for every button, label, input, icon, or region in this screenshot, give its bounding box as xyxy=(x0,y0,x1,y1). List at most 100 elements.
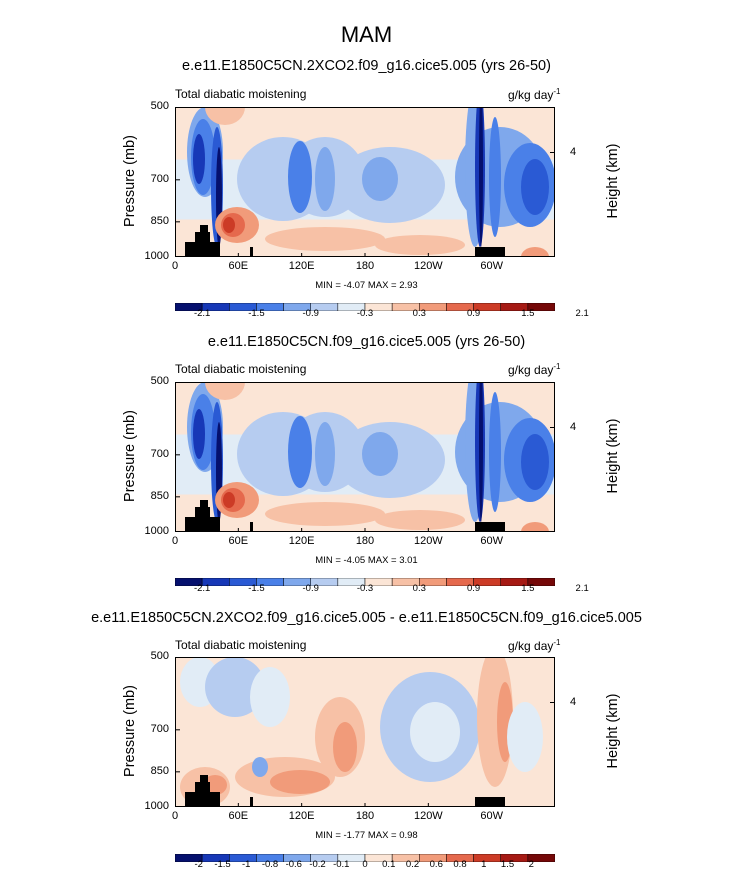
x-tick-label-0: 0 xyxy=(171,810,179,822)
x-tick-label-1: 60E xyxy=(228,810,249,822)
y-tick-label-0: 500 xyxy=(150,100,169,112)
panel-1-stats: MIN = -4.07 MAX = 2.93 xyxy=(315,280,418,291)
contour-blob xyxy=(250,667,290,727)
land-mask xyxy=(475,247,505,257)
contour-blob xyxy=(193,409,205,459)
colorbar-label-5: 0.9 xyxy=(466,308,481,319)
land-mask xyxy=(200,500,208,532)
colorbar-label-1: -1.5 xyxy=(214,859,231,870)
colorbar-label-4: -0.6 xyxy=(285,859,302,870)
panel-1-contour xyxy=(175,107,555,257)
colorbar-label-1: -1.5 xyxy=(248,308,265,319)
x-tick-label-5: 60W xyxy=(480,260,503,272)
colorbar-label-6: 1.5 xyxy=(521,308,535,319)
panel-3-left-title: Total diabatic moistening xyxy=(175,638,307,652)
y-tick-label-1: 700 xyxy=(150,722,169,735)
contour-blob xyxy=(479,382,483,522)
x-tick-label-2: 120E xyxy=(288,535,315,547)
panel-2-contour xyxy=(175,382,555,532)
contour-blob xyxy=(375,510,465,530)
contour-blob xyxy=(315,147,335,211)
y-tick-label-3: 1000 xyxy=(144,250,169,262)
contour-blob xyxy=(252,757,268,777)
y-axis-label-right: Height (km) xyxy=(605,418,621,494)
contour-blob xyxy=(410,702,460,762)
panel-2-plot xyxy=(175,382,555,532)
x-tick-label-0: 0 xyxy=(171,535,179,547)
y-axis-label: Pressure (mb) xyxy=(122,410,138,502)
contour-blob xyxy=(362,432,398,476)
contour-blob xyxy=(193,134,205,184)
x-tick-label-4: 120W xyxy=(413,535,443,547)
right-tick-label: 4 xyxy=(570,420,577,433)
y-tick-label-2: 850 xyxy=(150,764,169,777)
land-mask xyxy=(475,522,505,532)
panel-1-units: g/kg day-1 xyxy=(508,87,561,102)
contour-blob xyxy=(205,657,265,717)
panel-2-left-title: Total diabatic moistening xyxy=(175,362,307,376)
colorbar-label-7: 2.1 xyxy=(575,583,589,594)
panel-1-left-title: Total diabatic moistening xyxy=(175,87,307,101)
field xyxy=(175,107,555,257)
contour-blob xyxy=(521,522,549,532)
y-axis-label: Pressure (mb) xyxy=(122,685,138,777)
contour-blob xyxy=(270,770,330,794)
y-tick-label-1: 700 xyxy=(150,172,169,185)
colorbar-label-2: -0.9 xyxy=(302,583,319,594)
contour-blob xyxy=(375,235,465,255)
x-tick-label-5: 60W xyxy=(480,810,503,822)
land-mask xyxy=(250,797,253,807)
contour-blob xyxy=(223,492,235,508)
colorbar-label-6: 1.5 xyxy=(521,583,535,594)
contour-blob xyxy=(205,107,245,125)
contour-blob xyxy=(489,392,501,512)
land-mask xyxy=(250,522,253,532)
x-tick-label-2: 120E xyxy=(288,260,315,272)
colorbar-label-0: -2.1 xyxy=(193,583,211,594)
colorbar-label-0: -2 xyxy=(194,859,203,870)
contour-blob xyxy=(521,434,549,490)
panel-1-title: e.e11.E1850C5CN.2XCO2.f09_g16.cice5.005 … xyxy=(182,58,551,74)
contour-blob xyxy=(507,702,543,772)
contour-blob xyxy=(205,382,245,400)
panel-3-units-text: g/kg day xyxy=(508,639,554,653)
panel-2-units: g/kg day-1 xyxy=(508,362,561,377)
x-tick-label-4: 120W xyxy=(413,810,443,822)
panel-3-units: g/kg day-1 xyxy=(508,638,561,653)
colorbar-label-10: 0.6 xyxy=(429,859,443,870)
panel-3-colorbar xyxy=(174,849,556,863)
x-tick-label-1: 60E xyxy=(228,260,249,272)
x-tick-label-3: 180 xyxy=(355,810,375,822)
y-tick-label-3: 1000 xyxy=(144,800,169,812)
x-tick-label-3: 180 xyxy=(355,535,375,547)
contour-blob xyxy=(521,247,549,257)
colorbar-label-0: -2.1 xyxy=(193,308,211,319)
land-mask xyxy=(250,247,253,257)
colorbar-label-11: 0.8 xyxy=(453,859,467,870)
y-tick-label-1: 700 xyxy=(150,447,169,460)
colorbar-label-4: 0.3 xyxy=(412,308,426,319)
x-tick-label-1: 60E xyxy=(228,535,249,547)
panel-2-stats: MIN = -4.05 MAX = 3.01 xyxy=(315,555,418,566)
contour-blob xyxy=(265,502,385,526)
contour-blob xyxy=(265,227,385,251)
x-tick-label-0: 0 xyxy=(171,260,179,272)
right-tick-label: 4 xyxy=(570,145,577,158)
land-mask xyxy=(200,775,208,807)
panel-3-units-exponent: -1 xyxy=(553,638,561,647)
land-mask xyxy=(200,225,208,257)
colorbar-label-12: 1 xyxy=(481,859,487,870)
y-axis-label-right: Height (km) xyxy=(605,693,621,769)
panel-1-plot xyxy=(175,107,555,257)
x-tick-label-5: 60W xyxy=(480,535,503,547)
y-tick-label-0: 500 xyxy=(150,375,169,387)
colorbar-label-7: 0 xyxy=(362,859,368,870)
contour-blob xyxy=(489,117,501,237)
y-tick-label-0: 500 xyxy=(150,650,169,662)
contour-blob xyxy=(362,157,398,201)
contour-blob xyxy=(223,217,235,233)
x-tick-label-2: 120E xyxy=(288,810,315,822)
colorbar-label-1: -1.5 xyxy=(248,583,265,594)
panel-1-units-text: g/kg day xyxy=(508,88,554,102)
panel-3-stats: MIN = -1.77 MAX = 0.98 xyxy=(315,830,418,841)
